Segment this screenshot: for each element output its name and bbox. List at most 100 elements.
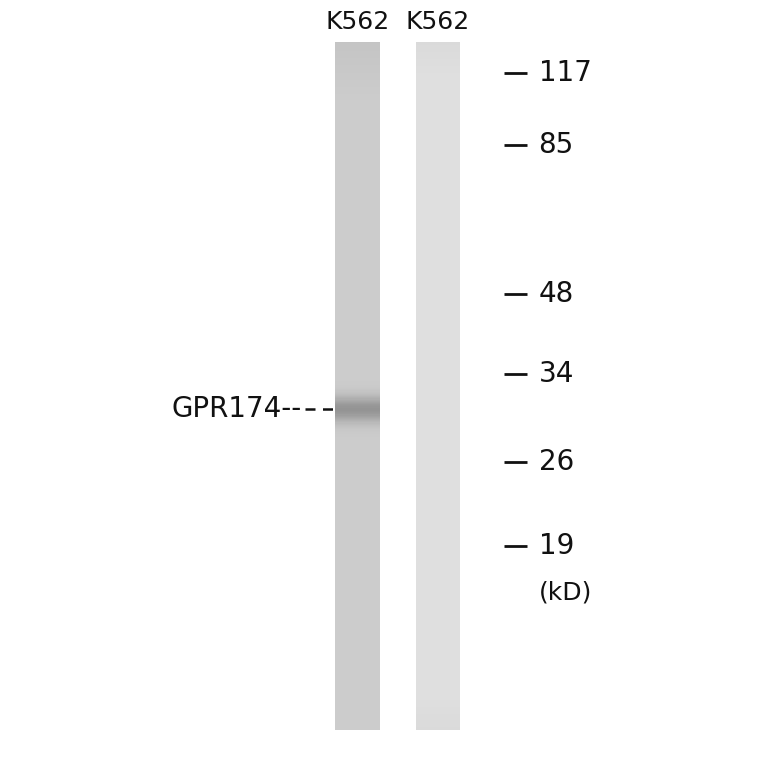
Bar <box>416 490 460 492</box>
Bar <box>416 42 460 44</box>
Bar <box>335 399 380 400</box>
Bar <box>335 158 380 160</box>
Bar <box>416 88 460 89</box>
Bar <box>416 86 460 87</box>
Bar <box>416 317 460 319</box>
Bar <box>416 50 460 52</box>
Bar <box>335 266 380 267</box>
Bar <box>416 441 460 442</box>
Bar <box>416 706 460 707</box>
Bar <box>335 361 380 362</box>
Bar <box>335 387 380 389</box>
Bar <box>335 211 380 212</box>
Bar <box>416 393 460 394</box>
Bar <box>416 607 460 609</box>
Bar <box>416 478 460 479</box>
Bar <box>416 402 460 403</box>
Bar <box>416 196 460 197</box>
Bar <box>416 613 460 614</box>
Bar <box>335 202 380 203</box>
Bar <box>335 345 380 346</box>
Bar <box>416 380 460 382</box>
Bar <box>416 55 460 57</box>
Bar <box>335 53 380 55</box>
Bar <box>335 64 380 66</box>
Bar <box>416 455 460 456</box>
Bar <box>416 395 460 397</box>
Bar <box>416 358 460 359</box>
Bar <box>335 274 380 275</box>
Bar <box>335 263 380 265</box>
Bar <box>416 209 460 210</box>
Bar <box>416 498 460 500</box>
Bar <box>335 533 380 534</box>
Bar <box>416 228 460 229</box>
Bar <box>416 624 460 626</box>
Bar <box>335 681 380 683</box>
Bar <box>416 422 460 423</box>
Bar <box>416 442 460 444</box>
Bar <box>416 466 460 468</box>
Bar <box>335 431 380 432</box>
Bar <box>416 601 460 603</box>
Bar <box>335 252 380 254</box>
Bar <box>335 670 380 672</box>
Bar <box>335 324 380 325</box>
Bar <box>416 720 460 722</box>
Bar <box>416 193 460 194</box>
Bar <box>335 659 380 662</box>
Bar <box>335 569 380 571</box>
Bar <box>335 363 380 364</box>
Bar <box>335 179 380 180</box>
Bar <box>335 383 380 384</box>
Bar <box>335 390 380 391</box>
Bar <box>335 511 380 513</box>
Bar <box>335 466 380 468</box>
Bar <box>416 286 460 288</box>
Bar <box>416 101 460 102</box>
Bar <box>416 252 460 254</box>
Bar <box>335 581 380 582</box>
Bar <box>335 720 380 721</box>
Bar <box>416 285 460 286</box>
Bar <box>335 394 380 396</box>
Bar <box>335 251 380 252</box>
Bar <box>335 305 380 306</box>
Bar <box>335 322 380 325</box>
Bar <box>416 283 460 284</box>
Bar <box>335 395 380 397</box>
Bar <box>416 297 460 299</box>
Bar <box>335 684 380 685</box>
Bar <box>335 125 380 126</box>
Text: (kD): (kD) <box>539 580 592 604</box>
Bar <box>335 571 380 573</box>
Bar <box>335 372 380 374</box>
Bar <box>335 268 380 270</box>
Bar <box>335 677 380 678</box>
Bar <box>416 118 460 119</box>
Bar <box>335 422 380 424</box>
Bar <box>416 176 460 178</box>
Bar <box>335 58 380 60</box>
Bar <box>416 326 460 328</box>
Bar <box>416 322 460 325</box>
Bar <box>335 374 380 376</box>
Bar <box>335 500 380 502</box>
Bar <box>335 353 380 354</box>
Bar <box>416 369 460 371</box>
Bar <box>416 569 460 571</box>
Bar <box>335 316 380 318</box>
Bar <box>416 578 460 579</box>
Bar <box>416 716 460 717</box>
Bar <box>335 435 380 437</box>
Bar <box>416 440 460 442</box>
Bar <box>416 376 460 377</box>
Bar <box>416 166 460 167</box>
Bar <box>416 159 460 160</box>
Bar <box>416 279 460 281</box>
Bar <box>416 136 460 138</box>
Bar <box>416 397 460 398</box>
Bar <box>416 714 460 715</box>
Bar <box>416 672 460 674</box>
Bar <box>335 238 380 240</box>
